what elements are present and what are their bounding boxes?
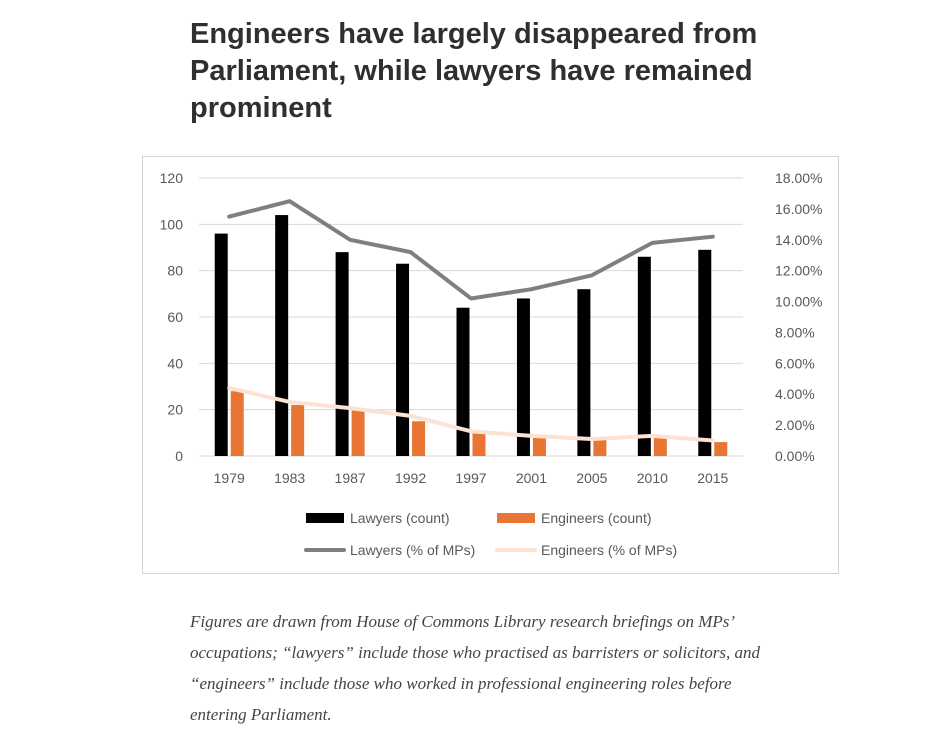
y-right-tick-label: 2.00% — [775, 417, 815, 433]
lawyers-count-bar — [516, 298, 530, 456]
lawyers-count-bar — [214, 233, 228, 456]
chart-caption: Figures are drawn from House of Commons … — [190, 612, 760, 724]
lawyers-count-bar — [335, 252, 349, 456]
legend-label: Engineers (count) — [541, 510, 652, 526]
x-tick-label: 2010 — [637, 470, 668, 486]
engineers-count-bar — [230, 391, 244, 456]
engineers-count-bar — [532, 437, 546, 456]
y-left-tick-label: 100 — [160, 216, 184, 232]
x-tick-label: 1983 — [274, 470, 305, 486]
lawyers-percent-line — [227, 199, 715, 301]
y-left-tick-label: 0 — [175, 448, 183, 464]
y-left-tick-label: 40 — [167, 355, 183, 371]
y-right-tick-label: 18.00% — [775, 170, 822, 186]
chart-title: Engineers have largely disappeared from … — [190, 18, 758, 124]
x-tick-label: 1979 — [214, 470, 245, 486]
y-right-tick-label: 0.00% — [775, 448, 815, 464]
x-tick-label: 2005 — [576, 470, 607, 486]
y-left-tick-label: 120 — [160, 170, 184, 186]
lawyers-count-bar — [456, 307, 470, 456]
engineers-percent-line — [227, 386, 715, 443]
engineers-count-bar — [412, 421, 426, 456]
y-left-tick-label: 60 — [167, 309, 183, 325]
x-tick-label: 1987 — [335, 470, 366, 486]
legend-swatch — [306, 513, 344, 523]
combo-chart: 0 20 40 60 80 100 120 0.00% 2.00% 4.00% 6.00% 8.00%… — [160, 170, 823, 558]
engineers-count-bar — [714, 442, 728, 456]
engineers-count-bar — [291, 405, 305, 456]
y-right-tick-label: 12.00% — [775, 263, 822, 279]
engineers-count-bar — [653, 437, 667, 456]
y-right-tick-label: 16.00% — [775, 201, 822, 217]
chart-frame: 0 20 40 60 80 100 120 0.00% 2.00% 4.00% 6.00% 8.00%… — [142, 156, 839, 574]
y-left-tick-label: 20 — [167, 402, 183, 418]
y-right-tick-label: 6.00% — [775, 355, 815, 371]
x-tick-label: 1997 — [455, 470, 486, 486]
engineers-count-bar — [351, 409, 365, 456]
x-tick-label: 2001 — [516, 470, 547, 486]
y-right-tick-label: 14.00% — [775, 232, 822, 248]
y-right-tick-label: 4.00% — [775, 386, 815, 402]
legend-swatch — [497, 513, 535, 523]
legend-label: Engineers (% of MPs) — [541, 542, 677, 558]
lawyers-count-bar — [396, 263, 410, 456]
lawyers-count-bar — [275, 215, 289, 456]
y-right-tick-label: 8.00% — [775, 324, 815, 340]
lawyers-count-bar — [577, 289, 591, 456]
legend-label: Lawyers (count) — [350, 510, 450, 526]
legend-label: Lawyers (% of MPs) — [350, 542, 475, 558]
engineers-count-bar — [472, 432, 486, 456]
y-right-tick-label: 10.00% — [775, 294, 822, 310]
engineers-count-bar — [593, 439, 607, 456]
x-tick-label: 2015 — [697, 470, 728, 486]
lawyers-count-bar — [698, 249, 712, 456]
x-tick-label: 1992 — [395, 470, 426, 486]
lawyers-count-bar — [637, 256, 651, 456]
y-left-tick-label: 80 — [167, 263, 183, 279]
